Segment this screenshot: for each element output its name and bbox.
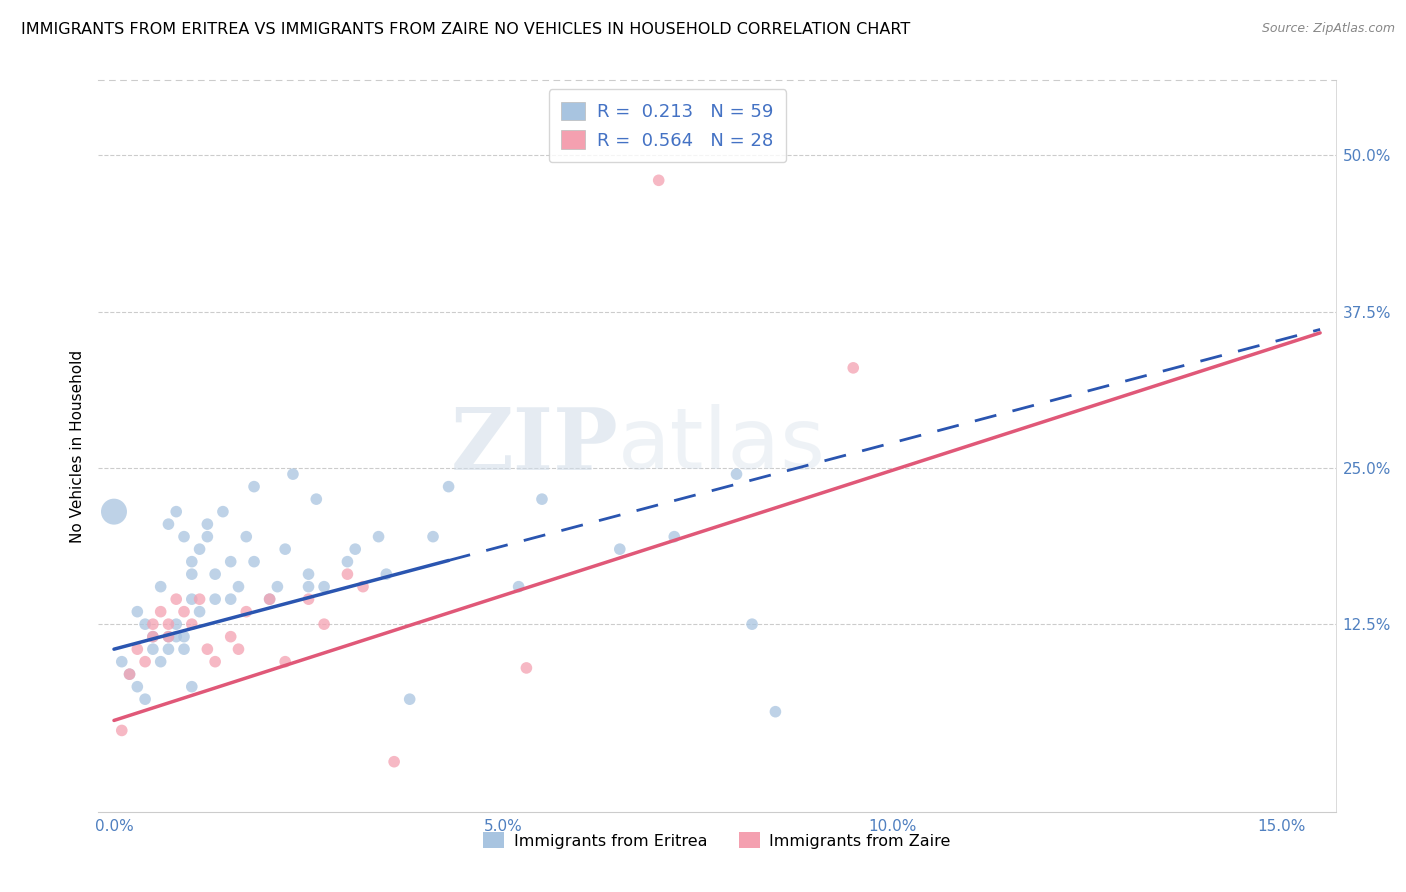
Point xyxy=(266,580,288,594)
Point xyxy=(243,555,266,569)
Point xyxy=(118,667,141,681)
Point xyxy=(664,530,686,544)
Point xyxy=(235,605,257,619)
Point xyxy=(195,530,218,544)
Point xyxy=(741,617,763,632)
Point xyxy=(142,630,165,644)
Point xyxy=(243,480,266,494)
Point xyxy=(336,567,359,582)
Text: ZIP: ZIP xyxy=(450,404,619,488)
Point xyxy=(314,617,336,632)
Y-axis label: No Vehicles in Household: No Vehicles in Household xyxy=(69,350,84,542)
Point xyxy=(219,592,242,607)
Point xyxy=(157,642,180,657)
Point xyxy=(127,680,149,694)
Point xyxy=(149,580,172,594)
Point xyxy=(127,605,149,619)
Point xyxy=(157,630,180,644)
Point xyxy=(157,630,180,644)
Point xyxy=(180,592,202,607)
Point xyxy=(142,630,165,644)
Point xyxy=(157,517,180,532)
Text: Source: ZipAtlas.com: Source: ZipAtlas.com xyxy=(1261,22,1395,36)
Point xyxy=(165,505,187,519)
Point xyxy=(173,530,195,544)
Point xyxy=(297,580,319,594)
Point xyxy=(297,567,319,582)
Point xyxy=(281,467,304,482)
Point xyxy=(180,680,202,694)
Point xyxy=(274,655,297,669)
Point xyxy=(142,617,165,632)
Point xyxy=(204,655,226,669)
Point xyxy=(188,542,211,557)
Point xyxy=(127,642,149,657)
Point xyxy=(103,505,125,519)
Point xyxy=(228,580,250,594)
Point xyxy=(180,567,202,582)
Point xyxy=(259,592,281,607)
Point xyxy=(134,617,156,632)
Text: IMMIGRANTS FROM ERITREA VS IMMIGRANTS FROM ZAIRE NO VEHICLES IN HOUSEHOLD CORREL: IMMIGRANTS FROM ERITREA VS IMMIGRANTS FR… xyxy=(21,22,910,37)
Point xyxy=(367,530,389,544)
Point xyxy=(259,592,281,607)
Point xyxy=(228,642,250,657)
Point xyxy=(149,605,172,619)
Point xyxy=(134,655,156,669)
Point xyxy=(515,661,537,675)
Point xyxy=(297,592,319,607)
Point xyxy=(204,567,226,582)
Point xyxy=(157,617,180,632)
Point xyxy=(375,567,398,582)
Point xyxy=(195,642,218,657)
Point xyxy=(188,592,211,607)
Point xyxy=(422,530,444,544)
Point xyxy=(609,542,631,557)
Point xyxy=(180,555,202,569)
Point xyxy=(173,642,195,657)
Point xyxy=(725,467,748,482)
Point xyxy=(111,655,134,669)
Point xyxy=(352,580,374,594)
Point xyxy=(180,617,202,632)
Point xyxy=(118,667,141,681)
Point xyxy=(212,505,235,519)
Point xyxy=(149,655,172,669)
Point xyxy=(111,723,134,738)
Point xyxy=(134,692,156,706)
Point xyxy=(219,555,242,569)
Point xyxy=(173,630,195,644)
Point xyxy=(530,492,553,507)
Point xyxy=(305,492,328,507)
Point xyxy=(382,755,405,769)
Point xyxy=(142,642,165,657)
Point xyxy=(765,705,787,719)
Point xyxy=(165,592,187,607)
Point xyxy=(173,605,195,619)
Point xyxy=(336,555,359,569)
Point xyxy=(508,580,530,594)
Point xyxy=(647,173,669,187)
Point xyxy=(219,630,242,644)
Point xyxy=(398,692,420,706)
Point xyxy=(314,580,336,594)
Point xyxy=(437,480,460,494)
Point xyxy=(344,542,367,557)
Point xyxy=(165,617,187,632)
Point xyxy=(235,530,257,544)
Point xyxy=(188,605,211,619)
Text: atlas: atlas xyxy=(619,404,827,488)
Point xyxy=(274,542,297,557)
Point xyxy=(842,360,865,375)
Point xyxy=(204,592,226,607)
Legend: Immigrants from Eritrea, Immigrants from Zaire: Immigrants from Eritrea, Immigrants from… xyxy=(477,826,957,855)
Point xyxy=(165,630,187,644)
Point xyxy=(195,517,218,532)
